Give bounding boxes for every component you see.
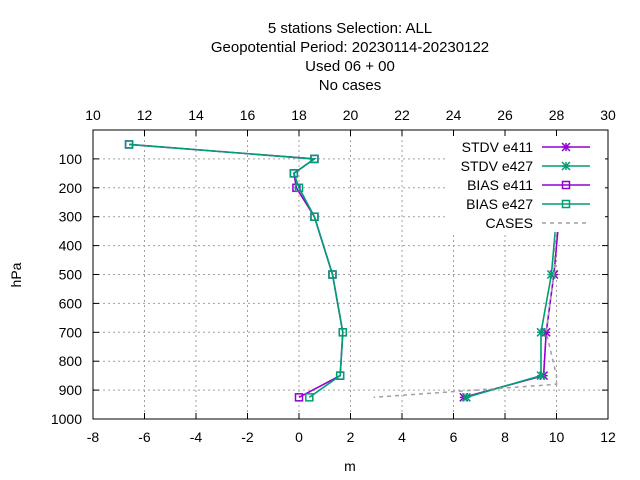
data-point-bias-e427 [310, 212, 319, 221]
x-bottom-tick-label: 6 [450, 429, 458, 445]
data-point-stdv-e427-stroke [536, 371, 546, 381]
x-axis-label: m [344, 458, 356, 474]
x-top-tick-label: 22 [394, 107, 410, 123]
chart-title-line-1: 5 stations Selection: ALL [268, 20, 432, 37]
chart-title: 5 stations Selection: ALL Geopotential P… [211, 20, 489, 94]
legend-label-bias-e427: BIAS e427 [466, 196, 533, 212]
x-bottom-tick-label: 0 [295, 429, 303, 445]
data-point-stdv-e427 [536, 327, 546, 337]
y-tick-label: 900 [59, 382, 83, 398]
y-axis-label: hPa [8, 262, 24, 287]
x-bottom-tick-label: 4 [398, 429, 406, 445]
data-point-stdv-e427 [461, 392, 471, 402]
legend-label-cases: CASES [486, 215, 533, 231]
data-point-bias-e427 [310, 154, 319, 164]
legend-label-bias-e411: BIAS e411 [467, 177, 533, 193]
series-line-bias-e427 [129, 143, 344, 398]
x-top-tick-label: 18 [291, 107, 307, 123]
x-top-tick-label: 12 [137, 107, 153, 123]
chart-title-line-3: Used 06 + 00 [305, 58, 395, 75]
data-point-bias-e427 [124, 140, 134, 149]
y-tick-label: 800 [59, 353, 83, 369]
data-point-stdv-e427-stroke [461, 392, 471, 402]
axis-ticks [92, 130, 609, 420]
y-tick-label: 600 [59, 295, 83, 311]
legend-marker-stdv-e427 [561, 161, 571, 171]
legend-marker-stdv-e427-stroke [561, 161, 571, 171]
data-point-bias-e427 [294, 183, 304, 193]
data-point-stdv-e427 [536, 371, 546, 381]
y-tick-label: 1000 [51, 411, 82, 427]
legend-marker-bias-e427 [561, 199, 571, 209]
x-bottom-tick-label: 2 [347, 429, 355, 445]
legend-marker-bias-e411 [561, 180, 571, 190]
data-point-stdv-e427-stroke [546, 269, 556, 280]
x-bottom-tick-labels: -8 -6 -4 -2 0 2 4 6 8 10 12 [87, 429, 616, 445]
data-point-bias-e427 [338, 328, 348, 337]
x-bottom-tick-label: 10 [549, 429, 565, 445]
series-line-bias-e411 [129, 143, 344, 399]
chart-title-line-2: Geopotential Period: 20230114-20230122 [211, 39, 489, 56]
y-tick-label: 100 [59, 151, 83, 167]
y-tick-label: 500 [59, 267, 83, 283]
y-tick-labels: 100 200 300 400 500 600 700 800 900 1000 [51, 151, 82, 427]
x-top-tick-label: 24 [446, 107, 462, 123]
series-bias-e427 [124, 140, 348, 402]
data-point-bias-e427 [305, 393, 314, 402]
chart-title-line-4: No cases [319, 77, 382, 94]
x-bottom-tick-label: 12 [600, 429, 616, 445]
x-bottom-tick-label: 8 [501, 429, 509, 445]
grid [93, 130, 608, 419]
legend-label-stdv-e427: STDV e427 [461, 158, 534, 174]
legend-marker-stdv-e411-stroke [561, 142, 571, 152]
x-top-tick-label: 10 [85, 107, 101, 123]
y-tick-label: 300 [59, 209, 83, 225]
legend-marker-stdv-e411 [561, 142, 571, 152]
legend-label-stdv-e411: STDV e411 [462, 139, 534, 155]
legend: STDV e411 STDV e427 BIAS e411 BIAS e427 CASE… [445, 136, 605, 232]
y-tick-label: 400 [59, 238, 83, 254]
x-top-tick-label: 26 [497, 107, 513, 123]
data-point-stdv-e427-stroke [536, 327, 546, 337]
data-point-bias-e427 [335, 371, 345, 380]
x-top-tick-label: 30 [600, 107, 616, 123]
data-point-bias-e411 [294, 393, 304, 402]
x-top-tick-label: 16 [240, 107, 256, 123]
y-tick-label: 200 [59, 180, 83, 196]
x-top-tick-label: 20 [343, 107, 359, 123]
series-bias-e411 [124, 140, 348, 402]
legend-background [445, 136, 605, 232]
data-point-bias-e427 [328, 270, 337, 279]
x-top-tick-label: 28 [549, 107, 565, 123]
x-top-tick-labels: 10 12 14 16 18 20 22 24 26 28 30 [85, 107, 616, 123]
data-point-bias-e427 [289, 169, 299, 178]
x-top-tick-label: 14 [188, 107, 204, 123]
x-bottom-tick-label: -6 [138, 429, 151, 445]
x-bottom-tick-label: -2 [241, 429, 254, 445]
x-bottom-tick-label: -8 [87, 429, 100, 445]
x-bottom-tick-label: -4 [190, 429, 203, 445]
y-tick-label: 700 [59, 324, 83, 340]
